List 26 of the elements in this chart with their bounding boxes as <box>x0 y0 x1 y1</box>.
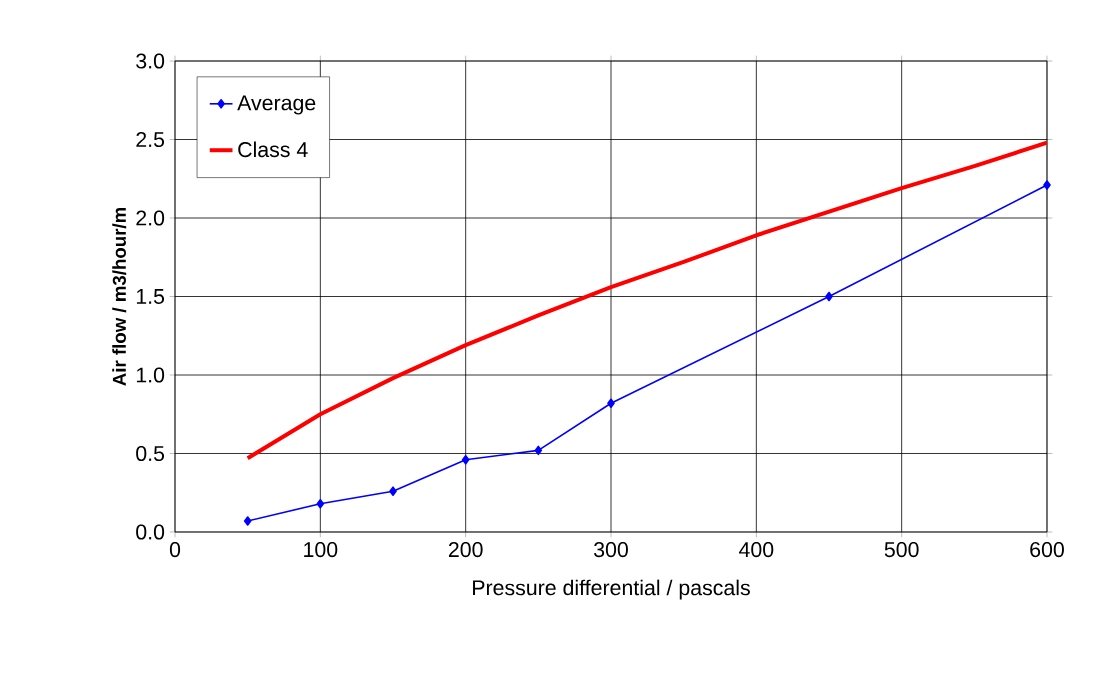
x-tick-label: 400 <box>739 542 774 558</box>
y-tick-label: 2.0 <box>136 210 165 226</box>
point <box>461 454 470 465</box>
y-tick-label: 3.0 <box>136 53 165 69</box>
point <box>825 291 833 302</box>
legend-label: Average <box>237 95 316 115</box>
x-tick-label: 300 <box>594 542 628 558</box>
point <box>316 498 325 509</box>
point <box>389 486 397 496</box>
point <box>1043 180 1051 190</box>
point <box>607 398 615 409</box>
x-tick-label: 100 <box>304 542 338 558</box>
legend-label: Class 4 <box>238 141 308 158</box>
point <box>534 445 543 456</box>
x-tick-label: 0 <box>169 542 181 558</box>
x-tick-label: 500 <box>884 542 919 558</box>
x-tick-label: 200 <box>448 542 483 558</box>
y-tick-label: 0.5 <box>136 445 165 462</box>
x-axis-title: Pressure differential / pascals <box>473 579 750 600</box>
y-tick-label: 0.0 <box>136 524 165 540</box>
y-tick-label: 1.5 <box>136 289 165 304</box>
y-tick-label: 1.0 <box>136 367 165 383</box>
y-tick-label: 2.5 <box>136 131 165 148</box>
point <box>243 516 252 526</box>
x-tick-label: 600 <box>1030 542 1064 558</box>
y-axis-title: Air flow / m3/hour/m <box>112 207 127 386</box>
